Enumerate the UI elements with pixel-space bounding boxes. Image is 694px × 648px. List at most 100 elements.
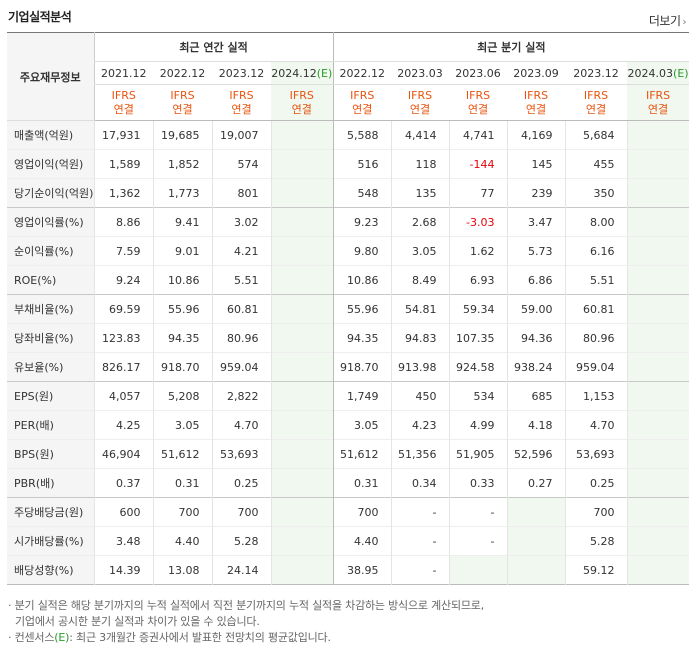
table-cell: 959.04 — [211, 352, 271, 382]
ifrs-label: IFRS — [645, 88, 671, 102]
table-cell: 700 — [211, 497, 271, 527]
table-cell: 8.00 — [564, 207, 628, 237]
period-4: 2022.12 — [332, 61, 392, 85]
row-label: PBR(배) — [7, 468, 94, 498]
note-consensus-label: · 컨센서스 — [8, 631, 55, 644]
table-row: 시가배당률(%) 3.48 4.40 5.28 4.40- -5.28 — [7, 526, 690, 556]
table-cell — [270, 236, 334, 266]
ifrs-cell-5: IFRS 연결 — [391, 84, 450, 121]
table-cell — [626, 381, 690, 411]
row-label: 순이익률(%) — [7, 236, 94, 266]
table-row: BPS(원) 46,904 51,612 53,693 51,612 51,356 51,9… — [7, 439, 690, 469]
table-cell — [270, 294, 334, 324]
period-2: 2023.12 — [212, 61, 271, 85]
table-cell — [626, 323, 690, 353]
table-cell: 4.21 — [211, 236, 271, 266]
table-cell: 4,169 — [506, 120, 566, 150]
table-cell: 1,773 — [152, 178, 212, 208]
row-label: 주당배당금(원) — [7, 497, 94, 527]
ifrs-header-row: IFRS 연결 IFRS 연결 IFRS 연결 IFRS 연결 IFRS 연결 IFRS 연결 IFRS… — [7, 84, 690, 121]
row-label: 매출액(억원) — [7, 120, 94, 150]
table-cell: 77 — [448, 178, 508, 208]
table-cell: 7.59 — [93, 236, 153, 266]
ifrs-cell-3: IFRS 연결 — [271, 84, 334, 121]
table-row: 매출액(억원) 17,931 19,685 19,007 5,588 4,414 4,741… — [7, 120, 690, 150]
table-cell: 548 — [332, 178, 392, 208]
table-cell: 239 — [506, 178, 566, 208]
table-cell: - — [390, 555, 450, 585]
table-cell: - — [448, 497, 508, 527]
table-cell — [626, 178, 690, 208]
table-cell: 4.70 — [211, 410, 271, 440]
ifrs-label: IFRS — [229, 88, 254, 102]
table-cell: 53,693 — [211, 439, 271, 469]
row-label: 영업이익률(%) — [7, 207, 94, 237]
table-cell: 0.27 — [506, 468, 566, 498]
table-cell: 1,153 — [564, 381, 628, 411]
table-cell: 6.16 — [564, 236, 628, 266]
period-7: 2023.09 — [507, 61, 566, 85]
table-cell — [506, 526, 566, 556]
table-cell: 80.96 — [211, 323, 271, 353]
table-cell: 94.36 — [506, 323, 566, 353]
table-cell: 5.28 — [564, 526, 628, 556]
table-cell: 5.73 — [506, 236, 566, 266]
more-link[interactable]: 더보기 › — [649, 12, 687, 29]
table-cell: 918.70 — [152, 352, 212, 382]
ifrs-label: IFRS — [407, 88, 433, 102]
ifrs-cell-9: IFRS 연결 — [627, 84, 690, 121]
table-cell — [626, 439, 690, 469]
table-cell: 135 — [390, 178, 450, 208]
table-row: 유보율(%) 826.17 918.70 959.04 918.70 913.98 924.… — [7, 352, 690, 382]
period-3: 2024.12(E) — [271, 61, 334, 85]
table-cell: 2,822 — [211, 381, 271, 411]
table-cell: 0.33 — [448, 468, 508, 498]
table-cell — [626, 352, 690, 382]
table-cell: 9.41 — [152, 207, 212, 237]
table-cell — [270, 323, 334, 353]
table-cell: 55.96 — [332, 294, 392, 324]
consolidated-label: 연결 — [467, 102, 489, 116]
ifrs-label: IFRS — [523, 88, 549, 102]
table-cell: 3.48 — [93, 526, 153, 556]
row-label: 당기순이익(억원) — [7, 178, 94, 208]
row-label: EPS(원) — [7, 381, 94, 411]
ifrs-cell-0: IFRS 연결 — [93, 84, 153, 121]
table-cell — [270, 410, 334, 440]
table-cell: 51,356 — [390, 439, 450, 469]
table-cell: - — [390, 526, 450, 556]
table-cell: 3.05 — [332, 410, 392, 440]
table-cell: 69.59 — [93, 294, 153, 324]
consolidated-label: 연결 — [647, 102, 669, 116]
table-cell: 4.40 — [332, 526, 392, 556]
table-cell: 534 — [448, 381, 508, 411]
row-label: 부채비율(%) — [7, 294, 94, 324]
consolidated-label: 연결 — [172, 102, 193, 116]
notes: · 분기 실적은 해당 분기까지의 누적 실적에서 직전 분기까지의 누적 실적… — [8, 598, 484, 646]
ifrs-label: IFRS — [170, 88, 195, 102]
consolidated-label: 연결 — [585, 102, 607, 116]
table-cell: - — [390, 497, 450, 527]
note-line-3: · 컨센서스(E): 최근 3개월간 증권사에서 발표한 전망치의 평균값입니다… — [8, 630, 484, 646]
table-cell: 8.86 — [93, 207, 153, 237]
table-cell: 700 — [152, 497, 212, 527]
table-cell: 24.14 — [211, 555, 271, 585]
table-cell — [270, 120, 334, 150]
table-cell: 1.62 — [448, 236, 508, 266]
table-cell: 51,905 — [448, 439, 508, 469]
table-cell: 9.24 — [93, 265, 153, 295]
table-cell: 1,362 — [93, 178, 153, 208]
table-cell: - — [448, 526, 508, 556]
ifrs-label: IFRS — [350, 88, 375, 102]
table-cell: 4.18 — [506, 410, 566, 440]
table-cell — [626, 120, 690, 150]
table-cell: 0.31 — [152, 468, 212, 498]
table-cell — [270, 149, 334, 179]
table-cell: 51,612 — [332, 439, 392, 469]
table-cell — [506, 497, 566, 527]
note-estimate-mark: (E) — [54, 631, 70, 644]
table-cell — [270, 207, 334, 237]
note-line-2: 기업에서 공시한 분기 실적과 차이가 있을 수 있습니다. — [15, 615, 260, 628]
table-cell: 5.51 — [564, 265, 628, 295]
table-body: 매출액(억원) 17,931 19,685 19,007 5,588 4,414 4,741… — [7, 120, 690, 585]
